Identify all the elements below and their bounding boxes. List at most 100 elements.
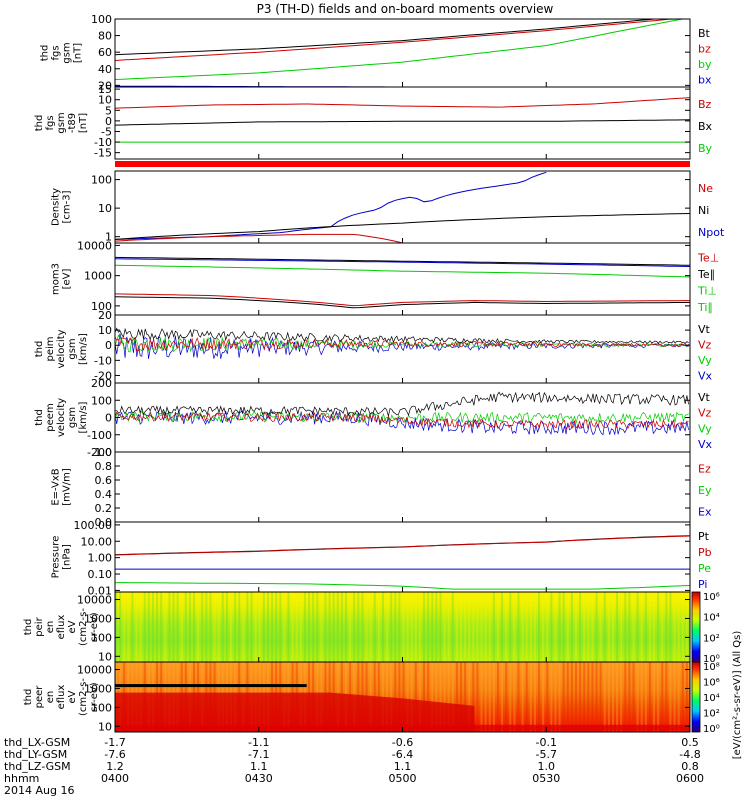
colorbar-label: 10⁴ (703, 613, 720, 624)
y-tick-label: -5 (101, 125, 112, 138)
x-row-label: thd_LY-GSM (4, 748, 67, 761)
y-tick-label: 0.8 (95, 460, 113, 473)
series-vt (114, 391, 689, 417)
colorbar-label: 10² (703, 633, 720, 644)
legend-entry: bx (698, 73, 712, 86)
series-te-low (114, 296, 691, 309)
colorbar-title: [eV/(cm²-s-sr-eV)] (All Qs) (732, 631, 743, 760)
y-tick-label: 1000 (84, 612, 112, 625)
y-axis-label: gsm (67, 338, 78, 359)
x-tick-label: -1.1 (248, 736, 269, 749)
x-tick-label: 0.5 (681, 736, 699, 749)
x-tick-label: -4.8 (679, 748, 700, 761)
x-row-label: hhmm (4, 772, 39, 785)
panel-frame (114, 451, 691, 523)
y-tick-label: 0 (105, 115, 112, 128)
panel-3: 1 10 100 Density [cm-3] Ne Ni Npot (51, 170, 725, 244)
colorbar-label: 10² (703, 709, 720, 720)
legend-entry: Bz (698, 98, 712, 111)
series-pb (114, 535, 691, 556)
series-vy (114, 334, 689, 353)
y-tick-label: 1.0 (95, 446, 113, 459)
legend-entry: Vx (698, 369, 713, 382)
panel-frame (114, 382, 691, 453)
series-group (114, 256, 691, 309)
x-tick-label: 0400 (101, 772, 129, 785)
y-axis-label: [km/s] (78, 333, 89, 365)
y-axis-label: mom3 (51, 263, 62, 295)
y-tick-label: 0.6 (95, 474, 113, 487)
y-tick-label: 80 (98, 30, 112, 43)
series-pe (115, 582, 691, 590)
x-tick-label: -7.6 (104, 748, 125, 761)
legend-entry: Te∥ (697, 268, 715, 281)
panel-1: 20 40 60 80 100 thd fgs gsm [nT] Bt bz by bx (40, 13, 712, 92)
panel-8: 0.01 0.10 1.00 10.00 100.00 Pressure [nPa] Pt Pb… (51, 519, 712, 598)
y-axis-label: eV (67, 690, 78, 703)
panel-frame (114, 170, 691, 244)
y-axis-label: sr-eV) (89, 612, 100, 641)
y-axis-label: gsm (56, 112, 67, 133)
x-tick-label: -0.1 (536, 736, 557, 749)
y-axis-label: thd (23, 689, 34, 706)
y-tick-label: 10.00 (81, 535, 113, 548)
colorbar (691, 661, 701, 733)
legend-entry: By (698, 142, 713, 155)
y-axis-label: thd (34, 341, 45, 358)
y-tick-label: -100 (87, 429, 112, 442)
y-tick-label: 15 (98, 83, 112, 96)
panel-6: -200 -100 0 100 200 thd peem velocity gsm [km/s] V… (34, 377, 713, 459)
y-axis-label: gsm (62, 42, 73, 63)
legend-entry: Vy (698, 354, 712, 367)
y-tick-label: 0.0 (95, 516, 113, 529)
y-axis-label: [nT] (73, 43, 84, 63)
y-tick-label: 10 (98, 202, 112, 215)
y-tick-label: 100 (91, 394, 112, 407)
y-tick-label: -200 (87, 446, 112, 459)
x-tick-label: 0530 (532, 772, 560, 785)
y-axis-label: gsm (67, 407, 78, 428)
y-axis-label: thd (34, 409, 45, 426)
x-tick-label: -0.6 (392, 736, 413, 749)
series-vz (114, 411, 689, 430)
panel-9: 10⁶ 10⁴ 10² 10⁰ 10 100 1000 10000 thd peir en eflux… (23, 591, 720, 665)
y-tick-label: 1.00 (88, 552, 113, 565)
series-group (114, 18, 690, 88)
y-axis-label: [mV/m] (62, 468, 73, 506)
legend-entry: Pt (698, 530, 710, 543)
y-tick-label: 10 (98, 720, 112, 733)
colorbar-label: 10⁶ (703, 592, 720, 603)
series-group (114, 97, 691, 143)
y-axis-label: [cm-3] (62, 190, 73, 223)
intense-region (115, 692, 475, 732)
y-axis-label: (cm2-s- (78, 678, 89, 716)
panel-7: 0.00.20.40.60.81.0 E=-VxB [mV/m] Ez Ey Ex (51, 446, 712, 529)
y-axis-label: peem (45, 403, 56, 431)
x-tick-label: 0500 (389, 772, 417, 785)
series-vz (114, 336, 689, 352)
colorbar-label: 10⁰ (703, 724, 720, 735)
legend-entry: Ne (698, 182, 713, 195)
y-tick-label: 100 (91, 701, 112, 714)
panel-frame (114, 521, 691, 593)
y-tick-label: 100.00 (74, 519, 113, 532)
legend-entry: bz (698, 42, 711, 55)
y-tick-label: 1 (105, 231, 112, 244)
series-bt (114, 18, 690, 56)
y-tick-label: 0.10 (88, 568, 113, 581)
y-axis-label: sr-eV) (89, 682, 100, 711)
series-group (114, 171, 691, 244)
legend-entry: Ti⊥ (697, 284, 717, 297)
x-tick-label: 1.2 (106, 760, 124, 773)
series-group (114, 327, 689, 359)
date-label: 2014 Aug 16 (4, 784, 74, 797)
x-axis: -1.7-7.61.20400-1.1-7.11.10430-0.6-6.41.… (4, 82, 704, 797)
series-bz (114, 18, 690, 61)
y-axis-label: eflux (56, 685, 67, 710)
y-tick-label: 10000 (77, 594, 112, 607)
y-tick-label: -15 (94, 147, 112, 160)
y-axis-label: thd (40, 45, 51, 62)
x-tick-label: 0600 (676, 772, 704, 785)
y-axis-label: peer (34, 685, 45, 709)
legend-entry: Ni (698, 204, 709, 217)
